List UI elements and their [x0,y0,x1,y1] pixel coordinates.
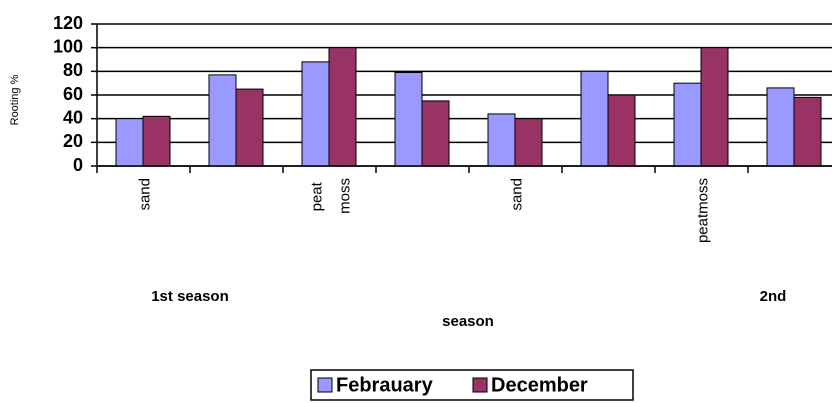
y-tick-label: 120 [53,13,83,33]
y-tick-label: 20 [63,131,83,151]
bar [421,100,450,167]
annotation: 1st season [151,288,229,305]
bar [766,87,795,167]
legend-label: December [491,374,588,396]
bar [487,113,516,167]
y-tick-label: 80 [63,60,83,80]
bar [700,47,729,167]
bar [580,70,609,167]
y-tick-label: 0 [73,155,83,175]
bar [394,72,423,167]
label-line: peat [308,178,325,211]
x-tick-label: sand [136,178,153,211]
annotation: 2nd [760,288,787,305]
legend-swatch [317,377,333,393]
bar [115,118,144,167]
label-line: moss [336,178,353,214]
bar [673,82,702,167]
bar [142,115,171,167]
x-tick-label: peatmoss [694,178,711,243]
bar [607,94,636,167]
annotation: season [442,313,494,330]
y-axis-label: Rooting % [9,74,21,125]
x-tick-label: sand [508,178,525,211]
legend-swatch [472,377,488,393]
legend-label: Febrauary [336,374,434,396]
bar [514,118,543,167]
bar [208,74,237,167]
legend-box [310,369,634,401]
y-tick-label: 100 [53,36,83,56]
y-tick-label: 60 [63,84,83,104]
bar [301,61,330,167]
bar [235,88,264,167]
y-tick-label: 40 [63,107,83,127]
bar [793,96,822,167]
bar [328,47,357,167]
x-tick-label: peat moss [308,178,353,214]
